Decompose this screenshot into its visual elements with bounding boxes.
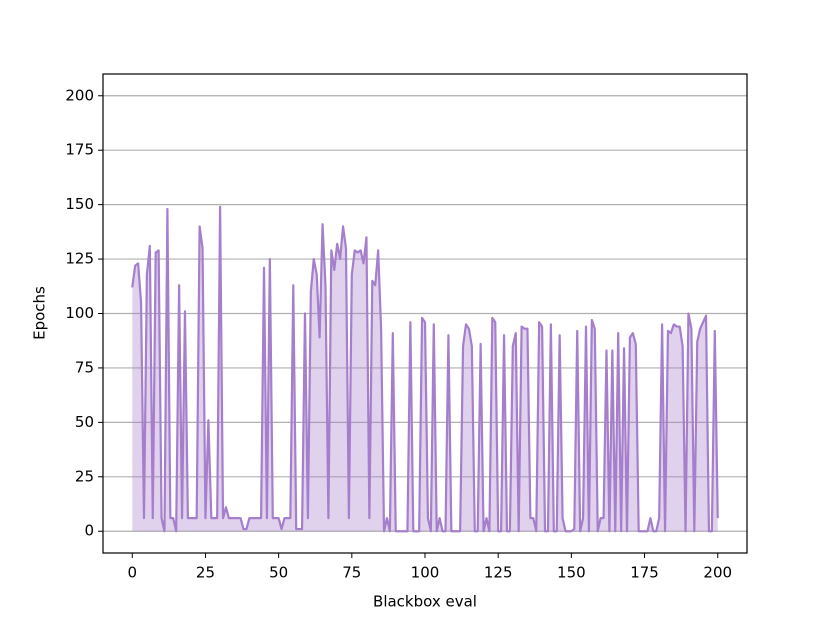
x-tick-label: 175 [630, 564, 659, 582]
y-tick-label: 175 [65, 141, 94, 159]
y-tick-label: 150 [65, 195, 94, 213]
y-tick-label: 25 [75, 467, 94, 485]
x-tick-label: 150 [557, 564, 586, 582]
y-tick-label: 75 [75, 358, 94, 376]
plot-frame [102, 73, 748, 554]
y-axis-label: Epochs [31, 286, 49, 340]
x-tick-label: 100 [411, 564, 440, 582]
x-tick-label: 200 [703, 564, 732, 582]
y-tick-label: 50 [75, 413, 94, 431]
x-tick-label: 125 [484, 564, 513, 582]
y-tick-label: 200 [65, 86, 94, 104]
x-tick-label: 75 [342, 564, 361, 582]
x-tick-label: 50 [269, 564, 288, 582]
x-tick-label: 0 [127, 564, 137, 582]
y-tick-label: 125 [65, 250, 94, 268]
y-tick-label: 100 [65, 304, 94, 322]
y-tick-label: 0 [84, 522, 94, 540]
line [131, 205, 719, 533]
x-tick-label: 25 [196, 564, 215, 582]
x-axis-label: Blackbox eval [373, 593, 477, 611]
